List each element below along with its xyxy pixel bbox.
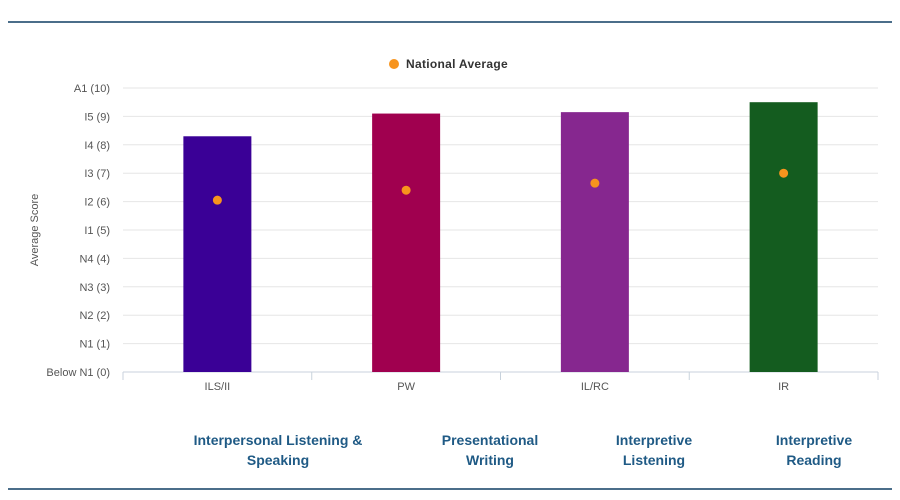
y-tick-label: N3 (3) <box>79 282 110 294</box>
y-tick-label: I5 (9) <box>84 111 110 123</box>
skill-label-presentational: Presentational Writing <box>441 432 539 468</box>
top-divider <box>8 21 892 23</box>
y-axis-title: Average Score <box>29 194 41 267</box>
legend-dot-icon <box>389 59 399 69</box>
x-category-label: ILS/II <box>205 381 231 393</box>
bar-il-rc <box>560 112 629 372</box>
y-tick-label: N2 (2) <box>79 310 110 322</box>
average-score-chart: Below N1 (0) N1 (1) N2 (2) N3 (3) N4 (4) I1 (… <box>29 57 879 393</box>
y-tick-label: I4 (8) <box>84 140 110 152</box>
legend-national-average[interactable]: National Average <box>406 57 508 71</box>
national-average-dot-ils-ii <box>212 195 222 205</box>
y-tick-label: N4 (4) <box>79 253 110 265</box>
skill-label-interpretive-listening: Interpretive Listening <box>615 432 693 468</box>
bar-ils-ii <box>183 136 252 372</box>
x-category-label: IL/RC <box>581 381 609 393</box>
national-average-dot-ir <box>779 168 789 178</box>
bar-ir <box>749 102 818 372</box>
x-category-label: PW <box>397 381 415 393</box>
y-tick-label: A1 (10) <box>74 83 110 95</box>
skill-label-interpersonal: Interpersonal Listening & Speaking <box>193 432 363 468</box>
bottom-divider <box>8 488 892 490</box>
skill-label-interpretive-reading: Interpretive Reading <box>775 432 853 468</box>
national-average-dot-pw <box>401 185 411 195</box>
y-tick-label: I2 (6) <box>84 197 110 209</box>
y-tick-label: Below N1 (0) <box>46 367 110 379</box>
y-tick-label: N1 (1) <box>79 339 110 351</box>
national-average-dot-il-rc <box>590 178 600 188</box>
y-tick-label: I1 (5) <box>84 225 110 237</box>
x-category-label: IR <box>778 381 789 393</box>
bar-pw <box>372 113 441 372</box>
y-tick-label: I3 (7) <box>84 168 110 180</box>
